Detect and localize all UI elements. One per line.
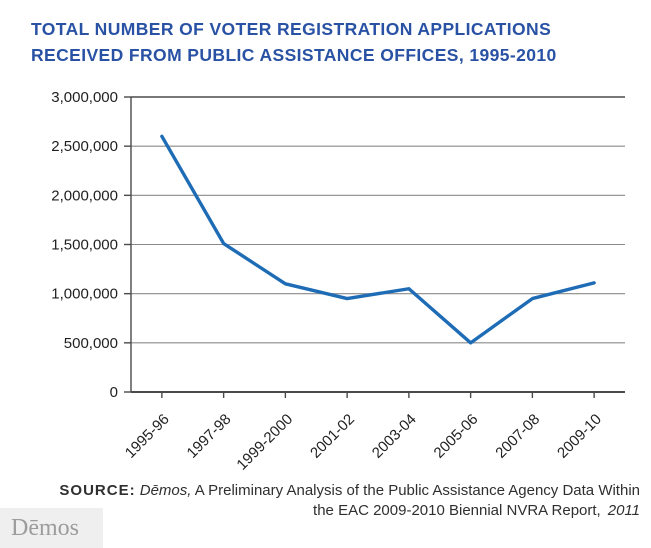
svg-text:3,000,000: 3,000,000 xyxy=(51,89,118,106)
svg-text:1999-2000: 1999-2000 xyxy=(233,411,296,470)
chart-title-line2: RECEIVED FROM PUBLIC ASSISTANCE OFFICES,… xyxy=(31,45,557,65)
svg-text:1,500,000: 1,500,000 xyxy=(51,237,118,254)
svg-text:2,500,000: 2,500,000 xyxy=(51,138,118,155)
source-year: 2011 xyxy=(607,502,640,519)
svg-text:1997-98: 1997-98 xyxy=(183,411,234,462)
line-chart-svg: 3,000,000 2,500,000 2,000,000 1,500,000 1,00… xyxy=(51,89,625,470)
svg-text:2005-06: 2005-06 xyxy=(430,411,481,462)
demos-logo-text: Dēmos xyxy=(11,515,79,541)
svg-text:2009-10: 2009-10 xyxy=(554,411,605,462)
demos-logo: Dēmos xyxy=(0,508,103,548)
svg-text:2007-08: 2007-08 xyxy=(492,411,543,462)
source-line1: SOURCE: Dēmos, A Preliminary Analysis of… xyxy=(20,481,640,501)
source-organization: Dēmos, xyxy=(139,482,192,499)
svg-text:2001-02: 2001-02 xyxy=(307,411,358,462)
svg-text:1995-96: 1995-96 xyxy=(122,411,173,462)
source-note: SOURCE: Dēmos, A Preliminary Analysis of… xyxy=(20,481,640,521)
chart-title: TOTAL NUMBER OF VOTER REGISTRATION APPLI… xyxy=(31,16,621,68)
svg-text:2,000,000: 2,000,000 xyxy=(51,187,118,204)
source-text-line1: A Preliminary Analysis of the Public Ass… xyxy=(194,482,640,499)
chart-title-line1: TOTAL NUMBER OF VOTER REGISTRATION APPLI… xyxy=(31,19,552,39)
svg-text:1,000,000: 1,000,000 xyxy=(51,286,118,303)
svg-text:0: 0 xyxy=(110,384,118,401)
source-text-line2: the EAC 2009-2010 Biennial NVRA Report, xyxy=(313,502,601,519)
source-line2: the EAC 2009-2010 Biennial NVRA Report, 2… xyxy=(20,501,640,521)
svg-text:500,000: 500,000 xyxy=(64,335,118,352)
source-label: SOURCE: xyxy=(59,482,136,499)
svg-text:2003-04: 2003-04 xyxy=(369,411,420,462)
